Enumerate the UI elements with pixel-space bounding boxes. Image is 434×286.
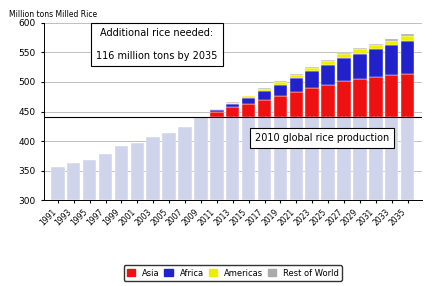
Bar xyxy=(257,92,271,100)
Bar xyxy=(336,53,350,54)
Bar xyxy=(321,85,334,118)
Bar xyxy=(400,118,414,200)
Bar xyxy=(241,98,255,104)
Bar xyxy=(336,54,350,58)
Bar xyxy=(321,118,334,200)
Bar xyxy=(257,118,271,200)
Bar xyxy=(305,71,318,88)
Text: Additional rice needed:

116 million tons by 2035: Additional rice needed: 116 million tons… xyxy=(96,28,217,61)
Bar xyxy=(257,100,271,118)
Bar xyxy=(289,92,302,118)
Bar xyxy=(289,118,302,200)
Bar xyxy=(210,110,223,112)
Bar xyxy=(321,60,334,61)
Bar xyxy=(82,160,96,200)
Bar xyxy=(305,68,318,71)
Text: 2010 global rice production: 2010 global rice production xyxy=(254,133,388,143)
Bar xyxy=(400,34,414,36)
Bar xyxy=(384,118,398,200)
Bar xyxy=(384,39,398,41)
Bar xyxy=(241,104,255,118)
Bar xyxy=(51,166,64,200)
Bar xyxy=(210,109,223,110)
Bar xyxy=(305,118,318,200)
Bar xyxy=(352,118,366,200)
Bar xyxy=(336,118,350,200)
Bar xyxy=(67,163,80,200)
Bar xyxy=(225,104,239,108)
Bar xyxy=(368,45,382,49)
Bar xyxy=(321,61,334,65)
Bar xyxy=(130,143,144,200)
Legend: Asia, Africa, Americas, Rest of World: Asia, Africa, Americas, Rest of World xyxy=(123,265,341,281)
Bar xyxy=(225,103,239,104)
Bar xyxy=(289,74,302,75)
Bar xyxy=(305,88,318,118)
Bar xyxy=(352,48,366,49)
Bar xyxy=(115,146,128,200)
Bar xyxy=(178,127,191,200)
Bar xyxy=(305,67,318,68)
Bar xyxy=(289,78,302,92)
Bar xyxy=(336,82,350,118)
Bar xyxy=(273,118,286,200)
Bar xyxy=(352,53,366,79)
Bar xyxy=(368,49,382,77)
Bar xyxy=(352,49,366,53)
Bar xyxy=(400,36,414,41)
Bar xyxy=(384,45,398,76)
Bar xyxy=(400,41,414,74)
Bar xyxy=(384,41,398,45)
Bar xyxy=(194,118,207,200)
Bar xyxy=(225,118,239,200)
Bar xyxy=(352,79,366,118)
Text: Million tons Milled Rice: Million tons Milled Rice xyxy=(10,10,97,19)
Bar xyxy=(273,96,286,118)
Bar xyxy=(210,112,223,118)
Bar xyxy=(162,133,175,200)
Bar xyxy=(99,154,112,200)
Bar xyxy=(241,96,255,98)
Bar xyxy=(241,118,255,200)
Bar xyxy=(225,108,239,118)
Bar xyxy=(384,76,398,118)
Bar xyxy=(210,118,223,200)
Bar xyxy=(368,43,382,45)
Bar xyxy=(273,85,286,96)
Bar xyxy=(146,137,160,200)
Bar xyxy=(257,88,271,89)
Bar xyxy=(257,89,271,92)
Bar xyxy=(336,58,350,82)
Bar xyxy=(400,74,414,118)
Bar xyxy=(368,77,382,118)
Bar xyxy=(321,65,334,85)
Bar xyxy=(273,82,286,85)
Bar xyxy=(225,102,239,103)
Bar xyxy=(289,75,302,78)
Bar xyxy=(368,118,382,200)
